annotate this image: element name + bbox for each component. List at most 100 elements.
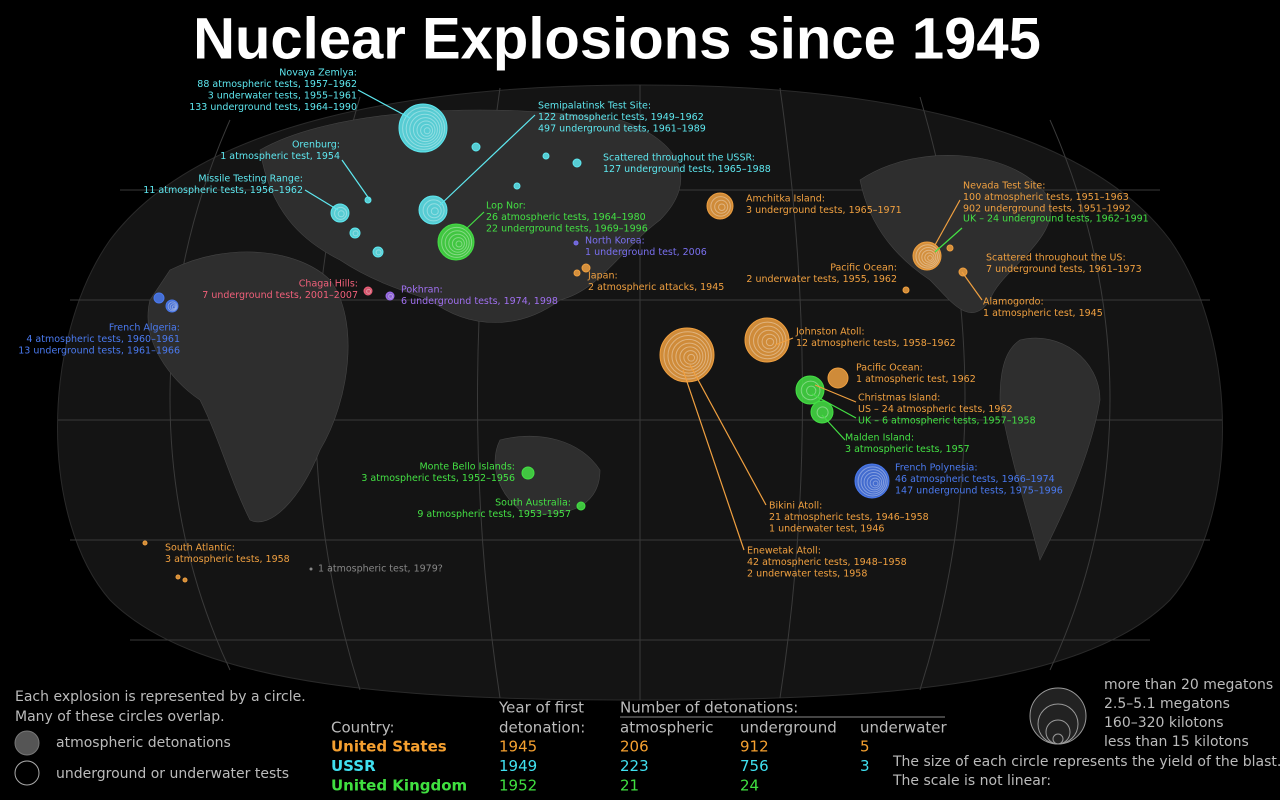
annotation-text: UK – 24 underground tests, 1962–1991 xyxy=(963,214,1149,225)
annotation-text: Christmas Island: xyxy=(858,393,940,404)
leader-line xyxy=(774,337,794,346)
test-site-ring xyxy=(927,255,933,261)
test-site-ring xyxy=(924,252,935,263)
annotation-text: 7 underground tests, 2001–2007 xyxy=(202,290,358,301)
annotation-text: Semipalatinsk Test Site: xyxy=(538,101,651,112)
legend-intro: Each explosion is represented by a circl… xyxy=(15,689,306,705)
annotation-text: South Atlantic: xyxy=(165,543,235,554)
test-site-ring xyxy=(753,325,784,356)
column-header: Year of first xyxy=(498,699,584,717)
leader-line xyxy=(439,114,536,206)
annotation-text: 21 atmospheric tests, 1946–1958 xyxy=(769,512,929,523)
annotation-text: 1 underwater test, 1946 xyxy=(769,524,884,535)
legend-swatch xyxy=(14,730,40,756)
annotation-text: 26 atmospheric tests, 1964–1980 xyxy=(486,212,646,223)
table-cell: 5 xyxy=(860,738,870,756)
test-site-ring xyxy=(918,246,939,267)
test-site-ring xyxy=(455,240,463,248)
scale-label: 160–320 kilotons xyxy=(1104,715,1224,731)
test-site-ring xyxy=(857,466,888,497)
test-site-ring xyxy=(167,301,178,312)
test-site xyxy=(142,540,148,546)
test-site-ring xyxy=(422,199,445,222)
annotation-text: Pokhran: xyxy=(401,285,443,296)
annotation-text: 3 atmospheric tests, 1958 xyxy=(165,554,290,565)
legend-label: atmospheric detonations xyxy=(56,735,231,751)
annotation-text: Nevada Test Site: xyxy=(963,181,1045,192)
test-site xyxy=(854,463,890,499)
annotation-text: Missile Testing Range: xyxy=(198,174,303,185)
test-site xyxy=(576,501,586,511)
annotation-text: 46 atmospheric tests, 1966–1974 xyxy=(895,474,1055,485)
annotation-text: Amchitka Island: xyxy=(746,194,825,205)
legend-swatch xyxy=(14,760,40,786)
annotation-text: Japan: xyxy=(587,271,618,282)
test-site-ring xyxy=(761,333,778,350)
test-site xyxy=(471,142,481,152)
test-site-ring xyxy=(430,207,439,216)
scale-note: The size of each circle represents the y… xyxy=(892,754,1280,770)
leader-line xyxy=(934,227,963,253)
test-site-ring xyxy=(352,230,359,237)
annotation-text: French Algeria: xyxy=(109,323,180,334)
test-site-ring xyxy=(169,303,177,311)
annotation-text: 7 underground tests, 1961–1973 xyxy=(986,264,1142,275)
leader-line xyxy=(814,384,857,403)
test-site-ring xyxy=(444,230,470,256)
scale-label: less than 15 kilotons xyxy=(1104,734,1249,750)
annotation-text: 4 atmospheric tests, 1960–1961 xyxy=(26,334,180,345)
test-site-ring xyxy=(416,120,436,140)
table-cell: 756 xyxy=(740,757,769,775)
test-site-ring xyxy=(423,127,431,135)
test-site-ring xyxy=(448,233,468,253)
test-site xyxy=(946,244,954,252)
table-cell: 21 xyxy=(620,777,639,795)
test-site xyxy=(309,567,313,571)
annotation-text: Monte Bello Islands: xyxy=(419,462,515,473)
table-cell: 3 xyxy=(860,757,870,775)
test-site-ring xyxy=(451,237,465,251)
annotation-text: Scattered throughout the USSR: xyxy=(603,153,755,164)
test-site-ring xyxy=(402,106,446,150)
annotation-text: 3 atmospheric tests, 1952–1956 xyxy=(361,473,515,484)
annotation-text: 88 atmospheric tests, 1957–1962 xyxy=(197,79,357,90)
leader-line xyxy=(682,369,745,551)
country-name: United Kingdom xyxy=(331,777,467,795)
test-site-ring xyxy=(675,342,704,371)
test-site xyxy=(573,240,579,246)
summary-table: Country: Year of first detonation: Numbe… xyxy=(331,699,948,795)
test-site xyxy=(958,267,968,277)
scale-label: 2.5–5.1 megatons xyxy=(1104,696,1230,712)
annotation-text: 3 underwater tests, 1955–1961 xyxy=(208,91,357,102)
annotation-text: 1 underground test, 2006 xyxy=(585,247,707,258)
leader-line xyxy=(934,199,961,246)
test-site-ring xyxy=(710,196,731,217)
test-site xyxy=(573,269,581,277)
test-site-ring xyxy=(860,469,886,495)
annotation-text: 3 atmospheric tests, 1957 xyxy=(845,444,970,455)
test-site-ring xyxy=(667,335,709,377)
column-header: Country: xyxy=(331,719,395,737)
test-site-ring xyxy=(412,117,438,143)
table-cell: 1945 xyxy=(499,738,537,756)
table-cell: 1949 xyxy=(499,757,537,775)
test-site xyxy=(153,292,165,304)
annotation-text: 902 underground tests, 1951–1992 xyxy=(963,204,1131,215)
annotation-text: Alamogordo: xyxy=(983,297,1044,308)
test-site xyxy=(385,291,395,301)
test-site-ring xyxy=(420,123,434,137)
test-site xyxy=(165,299,179,313)
annotation-text: 127 underground tests, 1965–1988 xyxy=(603,164,771,175)
test-site-ring xyxy=(806,385,817,396)
test-site-ring xyxy=(334,206,348,220)
annotation-text: Pacific Ocean: xyxy=(830,263,897,274)
annotation-text: 2 underwater tests, 1955, 1962 xyxy=(746,274,897,285)
test-site-ring xyxy=(866,474,883,491)
annotation-text: 122 atmospheric tests, 1949–1962 xyxy=(538,112,704,123)
test-site xyxy=(175,574,181,580)
test-site-ring xyxy=(816,406,829,419)
annotation-text: 6 underground tests, 1974, 1998 xyxy=(401,296,558,307)
test-site xyxy=(572,158,582,168)
table-cell: 912 xyxy=(740,738,769,756)
